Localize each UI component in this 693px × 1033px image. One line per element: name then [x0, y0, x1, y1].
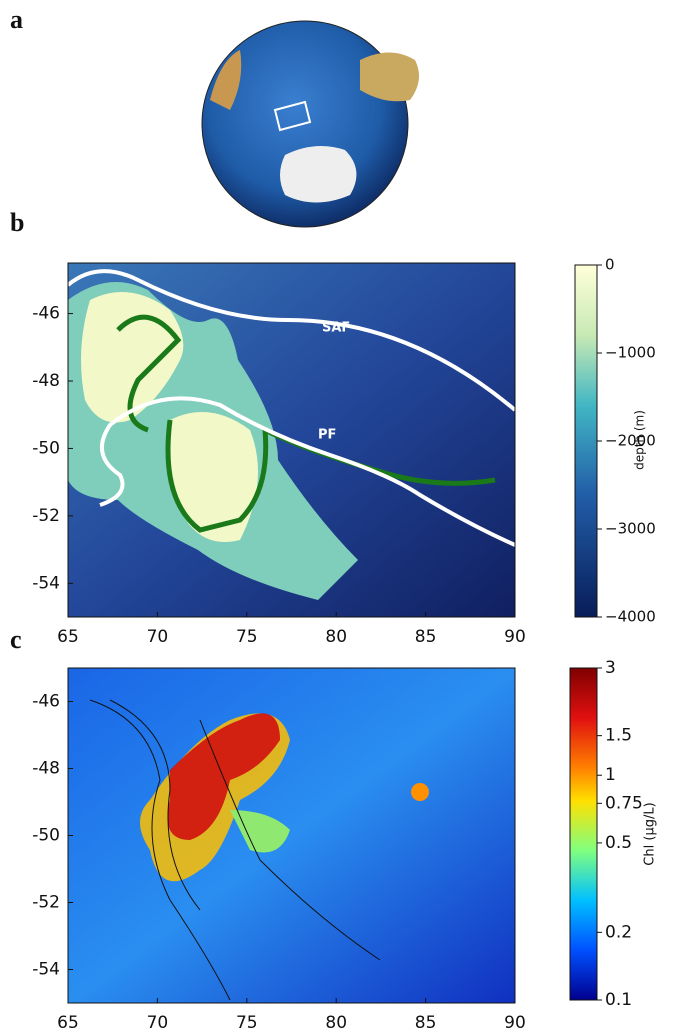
bloom-red — [167, 713, 280, 840]
colorbar-tick-label: 0 — [605, 256, 615, 274]
colorbar-tick-label: 0.2 — [605, 922, 632, 942]
axes-frame — [67, 262, 516, 618]
bathymetry-map — [68, 263, 515, 617]
depth-contour — [89, 699, 381, 1001]
eddy — [411, 783, 429, 801]
x-tick-label: 90 — [504, 627, 526, 647]
x-tick-label: 90 — [504, 1013, 526, 1033]
colorbar-label: depth (m) — [633, 410, 647, 470]
y-tick-label: -54 — [32, 573, 60, 593]
y-tick-label: -52 — [32, 506, 60, 526]
front-label: SAF — [322, 321, 350, 336]
plateau-south — [166, 412, 258, 542]
antarctica — [280, 146, 357, 203]
colorbar — [569, 667, 598, 1001]
colorbar-label: Chl (μg/L) — [643, 802, 658, 865]
colorbar-tick-label: −1000 — [605, 344, 656, 362]
colorbar — [574, 264, 598, 618]
y-tick-label: -50 — [32, 826, 60, 846]
x-tick-label: 70 — [147, 627, 169, 647]
y-tick-label: -52 — [32, 893, 60, 913]
panel-label: b — [10, 208, 24, 237]
ocean — [68, 668, 515, 1003]
colorbar-tick-label: 0.5 — [605, 833, 632, 853]
colorbar-tick-label: 3 — [605, 658, 616, 678]
panel-label: c — [10, 625, 22, 654]
globe — [201, 20, 419, 228]
plateau-north — [81, 292, 184, 423]
y-tick-label: -46 — [32, 304, 60, 324]
colorbar-tick-label: 0.1 — [605, 990, 632, 1010]
study-box — [273, 100, 312, 132]
africa — [210, 50, 242, 110]
colorbar-tick-label: −2000 — [605, 432, 656, 450]
x-tick-label: 85 — [415, 627, 437, 647]
chlorophyll-map — [68, 668, 515, 1003]
x-tick-label: 65 — [57, 627, 79, 647]
x-tick-label: 85 — [415, 1013, 437, 1033]
y-tick-label: -50 — [32, 438, 60, 458]
colorbar-tick-label: 1 — [605, 765, 616, 785]
colorbar-tick-label: −4000 — [605, 608, 656, 626]
y-tick-label: -46 — [32, 692, 60, 712]
colorbar-tick-label: 1.5 — [605, 726, 632, 746]
x-tick-label: 80 — [325, 627, 347, 647]
panel-label: a — [10, 5, 23, 34]
front-label: PF — [318, 428, 336, 443]
y-tick-label: -48 — [32, 759, 60, 779]
y-tick-label: -54 — [32, 960, 60, 980]
x-tick-label: 75 — [236, 1013, 258, 1033]
australia — [360, 52, 419, 102]
pf-front — [99, 396, 515, 547]
saf-front — [68, 269, 515, 412]
colorbar-tick-label: −3000 — [605, 520, 656, 538]
x-tick-label: 70 — [147, 1013, 169, 1033]
colorbar-tick-label: 0.75 — [605, 793, 643, 813]
x-tick-label: 65 — [57, 1013, 79, 1033]
bloom-green — [230, 810, 290, 853]
y-tick-label: -48 — [32, 371, 60, 391]
x-tick-label: 80 — [325, 1013, 347, 1033]
x-tick-label: 75 — [236, 627, 258, 647]
